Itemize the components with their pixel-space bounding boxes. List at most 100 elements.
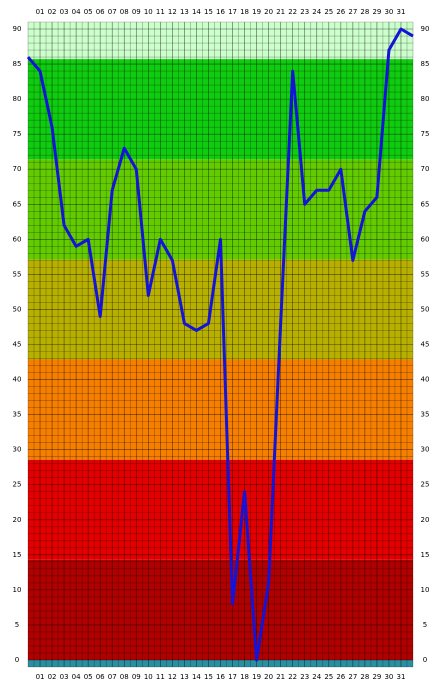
x-tick-label-top: 11 <box>156 8 165 16</box>
x-tick-label-bottom: 13 <box>180 673 189 681</box>
y-tick-label: 90 <box>13 25 22 33</box>
x-tick-label-top: 01 <box>36 8 45 16</box>
y-tick-label-right: 50 <box>421 305 430 313</box>
y-tick-label-right: 55 <box>421 270 430 278</box>
x-tick-label-top: 14 <box>192 8 201 16</box>
x-tick-label-top: 31 <box>397 8 406 16</box>
x-tick-label-bottom: 16 <box>216 673 225 681</box>
y-tick-label-right: 25 <box>421 481 430 489</box>
x-tick-label-bottom: 24 <box>312 673 321 681</box>
x-tick-label-top: 27 <box>348 8 357 16</box>
x-tick-label-top: 19 <box>252 8 261 16</box>
band <box>28 359 413 460</box>
band <box>28 22 413 60</box>
x-tick-label-bottom: 20 <box>264 673 273 681</box>
y-tick-label: 80 <box>13 95 22 103</box>
x-tick-label-bottom: 25 <box>324 673 333 681</box>
x-tick-label-top: 30 <box>384 8 393 16</box>
x-tick-label-bottom: 01 <box>36 673 45 681</box>
x-tick-label-bottom: 05 <box>84 673 93 681</box>
x-tick-label-bottom: 09 <box>132 673 141 681</box>
x-tick-label-top: 09 <box>132 8 141 16</box>
x-tick-label-top: 02 <box>48 8 57 16</box>
y-tick-label-right: 30 <box>421 446 430 454</box>
y-tick-label: 30 <box>13 446 22 454</box>
y-tick-label: 60 <box>13 235 22 243</box>
y-tick-label-right: 5 <box>423 621 427 629</box>
y-tick-label: 25 <box>13 481 22 489</box>
x-tick-label-bottom: 27 <box>348 673 357 681</box>
y-tick-label-right: 40 <box>421 376 430 384</box>
y-tick-label-right: 20 <box>421 516 430 524</box>
band <box>28 59 413 160</box>
x-tick-label-bottom: 02 <box>48 673 57 681</box>
x-tick-label-bottom: 10 <box>144 673 153 681</box>
y-tick-label: 35 <box>13 411 22 419</box>
x-tick-label-top: 10 <box>144 8 153 16</box>
x-tick-label-bottom: 21 <box>276 673 285 681</box>
x-tick-label-top: 23 <box>300 8 309 16</box>
y-tick-label: 85 <box>13 60 22 68</box>
y-tick-label-right: 60 <box>421 235 430 243</box>
x-tick-label-top: 03 <box>60 8 69 16</box>
x-tick-label-bottom: 03 <box>60 673 69 681</box>
y-tick-label-right: 90 <box>421 25 430 33</box>
x-tick-label-top: 12 <box>168 8 177 16</box>
x-tick-label-bottom: 18 <box>240 673 249 681</box>
x-tick-label-bottom: 17 <box>228 673 237 681</box>
band <box>28 459 413 560</box>
x-tick-label-top: 15 <box>204 8 213 16</box>
x-tick-label-top: 21 <box>276 8 285 16</box>
y-tick-label: 65 <box>13 200 22 208</box>
x-tick-label-bottom: 15 <box>204 673 213 681</box>
y-tick-label: 20 <box>13 516 22 524</box>
x-tick-label-top: 22 <box>288 8 297 16</box>
x-tick-label-top: 08 <box>120 8 129 16</box>
x-tick-label-top: 07 <box>108 8 117 16</box>
band <box>28 559 413 660</box>
x-tick-label-bottom: 04 <box>72 673 81 681</box>
y-tick-label: 5 <box>15 621 19 629</box>
y-tick-label: 10 <box>13 586 22 594</box>
y-tick-label-right: 70 <box>421 165 430 173</box>
x-tick-label-bottom: 19 <box>252 673 261 681</box>
x-tick-label-top: 05 <box>84 8 93 16</box>
x-tick-label-top: 26 <box>336 8 345 16</box>
x-tick-label-bottom: 06 <box>96 673 105 681</box>
x-tick-label-bottom: 14 <box>192 673 201 681</box>
x-tick-label-top: 13 <box>180 8 189 16</box>
y-tick-label-right: 45 <box>421 341 430 349</box>
x-tick-label-top: 25 <box>324 8 333 16</box>
y-tick-label: 50 <box>13 305 22 313</box>
y-tick-label: 55 <box>13 270 22 278</box>
x-tick-label-bottom: 07 <box>108 673 117 681</box>
x-tick-label-bottom: 12 <box>168 673 177 681</box>
x-tick-label-top: 04 <box>72 8 81 16</box>
y-tick-label-right: 80 <box>421 95 430 103</box>
x-tick-label-bottom: 22 <box>288 673 297 681</box>
y-tick-label: 0 <box>15 656 19 664</box>
y-tick-label: 70 <box>13 165 22 173</box>
y-tick-label: 40 <box>13 376 22 384</box>
data-line <box>26 27 414 662</box>
y-tick-label-right: 65 <box>421 200 430 208</box>
x-tick-label-top: 16 <box>216 8 225 16</box>
x-tick-label-top: 29 <box>372 8 381 16</box>
y-tick-label-right: 15 <box>421 551 430 559</box>
x-tick-label-bottom: 11 <box>156 673 165 681</box>
x-tick-label-top: 28 <box>360 8 369 16</box>
y-tick-label-right: 10 <box>421 586 430 594</box>
x-tick-label-bottom: 23 <box>300 673 309 681</box>
x-tick-label-top: 17 <box>228 8 237 16</box>
y-tick-label-right: 75 <box>421 130 430 138</box>
y-tick-label: 15 <box>13 551 22 559</box>
x-tick-label-bottom: 31 <box>397 673 406 681</box>
band <box>28 659 413 667</box>
y-tick-label-right: 35 <box>421 411 430 419</box>
x-tick-label-bottom: 26 <box>336 673 345 681</box>
y-tick-label: 45 <box>13 341 22 349</box>
x-tick-label-bottom: 29 <box>372 673 381 681</box>
x-tick-label-bottom: 28 <box>360 673 369 681</box>
y-tick-label-right: 0 <box>423 656 427 664</box>
